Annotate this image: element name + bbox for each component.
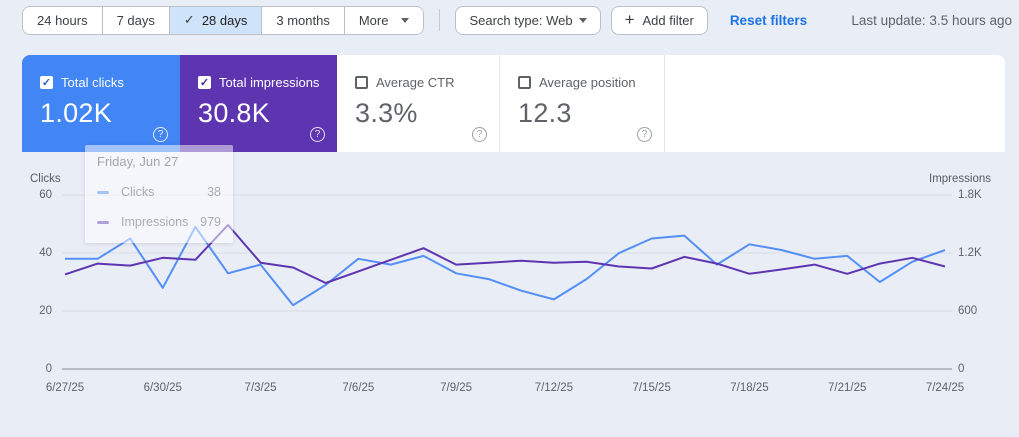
x-axis-tick-label: 7/6/25 — [342, 382, 375, 394]
impressions-series-swatch — [97, 220, 109, 224]
range-28-days-label: 28 days — [201, 12, 248, 28]
range-28-days[interactable]: ✓ 28 days — [169, 6, 263, 34]
range-7-days[interactable]: 7 days — [102, 6, 170, 34]
total-clicks-checkbox[interactable]: ✓ — [40, 76, 53, 89]
average-ctr-checkbox[interactable] — [355, 76, 368, 89]
average-ctr-label: Average CTR — [376, 75, 455, 90]
last-update-text: Last update: 3.5 hours ago — [851, 12, 1012, 28]
chevron-down-icon — [578, 17, 587, 23]
clicks-series-swatch — [97, 190, 109, 194]
total-clicks-value: 1.02K — [40, 98, 113, 128]
search-type-label: Search type: Web — [469, 12, 573, 28]
average-ctr-value: 3.3% — [355, 98, 418, 128]
tooltip-row-clicks: Clicks 38 — [97, 185, 221, 199]
total-impressions-card[interactable]: ✓ Total impressions 30.8K ? — [180, 55, 337, 152]
help-icon[interactable]: ? — [637, 127, 652, 142]
average-position-label: Average position — [539, 75, 636, 90]
tooltip-row-impressions: Impressions 979 — [97, 215, 221, 229]
help-icon[interactable]: ? — [153, 127, 168, 142]
chevron-down-icon — [401, 17, 410, 23]
x-axis-tick-label: 7/12/25 — [534, 382, 574, 394]
metric-cards-strip: ✓ Total clicks 1.02K ? ✓ Total impressio… — [22, 55, 1005, 152]
right-axis-tick-label: 1.8K — [958, 189, 982, 201]
total-impressions-checkbox[interactable]: ✓ — [198, 76, 211, 89]
total-clicks-label: Total clicks — [61, 75, 124, 90]
tooltip-date: Friday, Jun 27 — [97, 154, 179, 169]
reset-filters-link[interactable]: Reset filters — [729, 12, 808, 28]
toolbar: 24 hours 7 days ✓ 28 days 3 months More … — [22, 5, 1012, 35]
add-filter-label: Add filter — [642, 12, 694, 28]
search-type-dropdown[interactable]: Search type: Web — [455, 5, 601, 35]
date-range-selector: 24 hours 7 days ✓ 28 days 3 months More — [22, 5, 425, 35]
left-axis-tick-label: 20 — [39, 305, 52, 317]
x-axis-tick-label: 7/18/25 — [730, 382, 769, 394]
tooltip-impressions-value: 979 — [200, 215, 221, 229]
average-ctr-card[interactable]: Average CTR 3.3% ? — [337, 55, 500, 152]
average-position-card[interactable]: Average position 12.3 ? — [500, 55, 665, 152]
x-axis-tick-label: 7/15/25 — [632, 382, 671, 394]
chart-hover-tooltip: Friday, Jun 27 Clicks 38 Impressions 979 — [85, 145, 233, 243]
total-impressions-value: 30.8K — [198, 98, 271, 128]
range-more-label: More — [358, 12, 389, 28]
clicks-line — [65, 225, 946, 307]
x-axis-tick-label: 6/30/25 — [143, 382, 182, 394]
right-axis-tick-label: 0 — [958, 363, 965, 375]
average-position-checkbox[interactable] — [518, 76, 531, 89]
tooltip-clicks-label: Clicks — [121, 185, 155, 199]
plus-icon: + — [624, 10, 635, 29]
x-axis-tick-label: 7/24/25 — [925, 382, 965, 394]
add-filter-button[interactable]: + Add filter — [610, 5, 708, 35]
left-axis-title: Clicks — [30, 173, 61, 185]
x-axis-tick-label: 7/9/25 — [440, 382, 473, 394]
range-more-dropdown[interactable]: More — [344, 6, 424, 34]
x-axis-tick-label: 7/3/25 — [244, 382, 277, 394]
tooltip-impressions-label: Impressions — [121, 215, 189, 229]
total-impressions-label: Total impressions — [219, 75, 320, 90]
range-7-days-label: 7 days — [116, 12, 155, 28]
help-icon[interactable]: ? — [472, 127, 487, 142]
x-axis-tick-label: 6/27/25 — [45, 382, 85, 394]
left-axis-tick-label: 60 — [39, 189, 52, 201]
checkmark-icon: ✓ — [183, 12, 195, 27]
right-axis-title: Impressions — [929, 173, 991, 185]
range-3-months[interactable]: 3 months — [262, 6, 345, 34]
range-24-hours[interactable]: 24 hours — [23, 6, 103, 34]
range-3-months-label: 3 months — [276, 12, 330, 28]
left-axis-tick-label: 0 — [45, 363, 52, 375]
left-axis-tick-label: 40 — [39, 247, 52, 259]
total-clicks-card[interactable]: ✓ Total clicks 1.02K ? — [22, 55, 180, 152]
average-position-value: 12.3 — [518, 98, 572, 128]
tooltip-clicks-value: 38 — [207, 185, 221, 199]
right-axis-tick-label: 1.2K — [958, 247, 982, 259]
right-axis-tick-label: 600 — [958, 305, 978, 317]
help-icon[interactable]: ? — [310, 127, 325, 142]
range-24-hours-label: 24 hours — [37, 12, 88, 28]
toolbar-divider — [439, 9, 441, 31]
x-axis-tick-label: 7/21/25 — [828, 382, 867, 394]
